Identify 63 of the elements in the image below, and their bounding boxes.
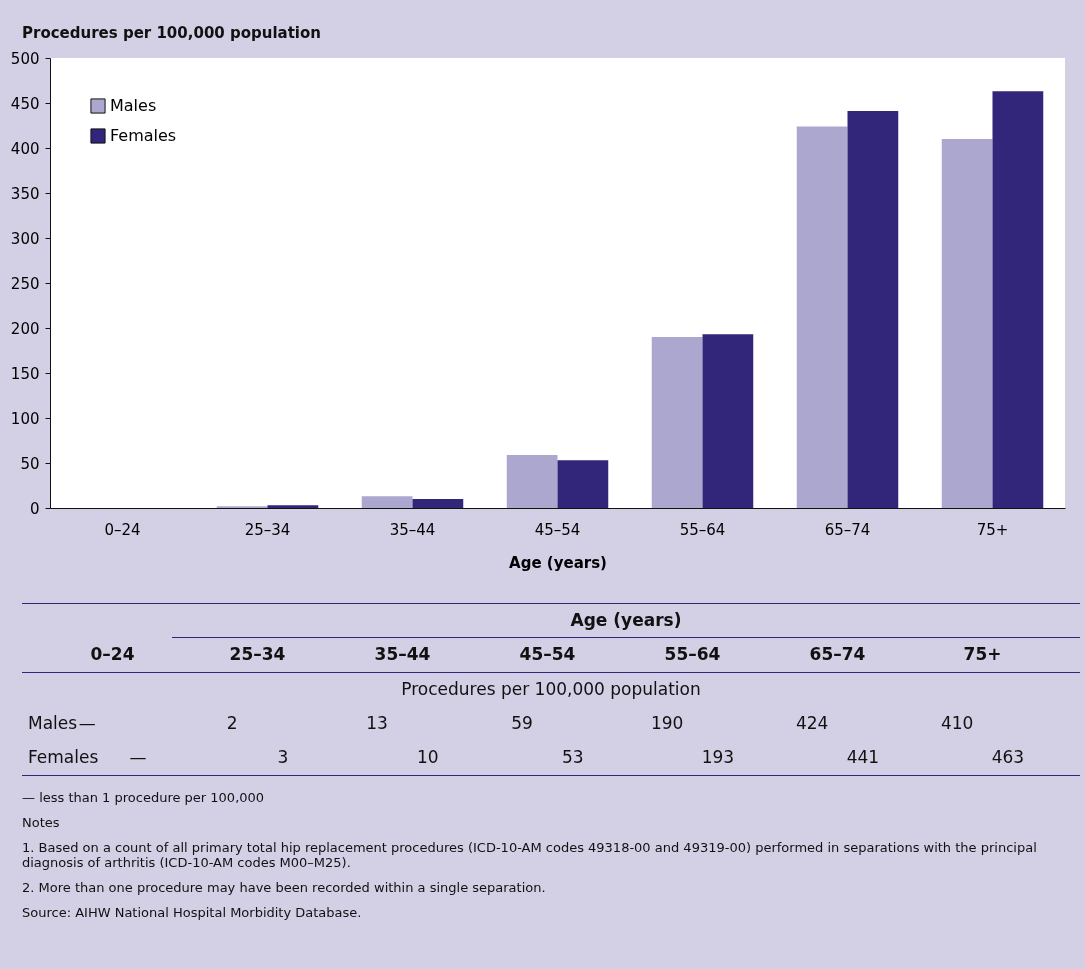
bar (267, 505, 319, 508)
bar (557, 460, 609, 508)
bar (847, 111, 899, 508)
bar (361, 496, 413, 508)
source-note: Source: AIHW National Hospital Morbidity Database. (22, 905, 363, 920)
bar (796, 126, 848, 508)
text: Age (years) (570, 610, 682, 630)
data-label: 190 (650, 713, 684, 733)
category-label: 25–34 (229, 644, 286, 664)
y-tick-label: 150 (10, 364, 40, 383)
data-label: — (78, 713, 96, 733)
data-label: 59 (511, 713, 533, 733)
bar (992, 91, 1044, 508)
text: Females (28, 747, 99, 767)
y-tick-label: 300 (10, 229, 40, 248)
bar (941, 139, 993, 508)
y-axis-title: Procedures per 100,000 population (21, 23, 322, 44)
x-tick-label: 45–54 (534, 520, 581, 539)
data-label: 53 (562, 747, 584, 767)
data-label: — (129, 747, 147, 767)
y-tick-label: 400 (10, 139, 40, 158)
x-tick-label: 35–44 (389, 520, 436, 539)
text: 2. More than one procedure may have been recorded within a single separation. (22, 880, 547, 895)
y-tick-label: 350 (10, 184, 40, 203)
data-label: 410 (940, 713, 974, 733)
y-tick-label: 50 (20, 454, 40, 473)
text: Procedures per 100,000 population (401, 679, 701, 699)
legend-label: Females (110, 126, 177, 145)
bar (412, 499, 464, 508)
data-label: 424 (795, 713, 829, 733)
y-tick-label: 0 (29, 499, 40, 518)
bar (702, 334, 754, 508)
x-tick-label: 55–64 (679, 520, 726, 539)
data-label: 2 (226, 713, 238, 733)
category-label: 75+ (963, 644, 1002, 664)
category-label: 45–54 (519, 644, 576, 664)
data-label: 463 (991, 747, 1025, 767)
category-label: 65–74 (809, 644, 866, 664)
bar (506, 454, 558, 508)
bar (651, 337, 703, 508)
x-tick-label: 25–34 (244, 520, 291, 539)
text: Males (28, 713, 78, 733)
category-label: 0–24 (90, 644, 135, 664)
text: Notes (22, 815, 61, 830)
y-tick-label: 500 (10, 49, 40, 68)
y-tick-label: 200 (10, 319, 40, 338)
data-label: 441 (846, 747, 880, 767)
y-tick-label: 100 (10, 409, 40, 428)
text: 1. Based on a count of all primary total hip replacement procedures (ICD-10-AM codes 49318-00 and 49319-00) performed in separations with the principal diagnosis of arthritis (ICD-10-AM codes M00–M25). (22, 840, 1038, 870)
category-label: 35–44 (374, 644, 431, 664)
data-label: 10 (417, 747, 439, 767)
x-tick-label: 75+ (976, 520, 1009, 539)
x-tick-label: 0–24 (104, 520, 141, 539)
x-tick-label: 65–74 (824, 520, 871, 539)
y-tick-label: 250 (10, 274, 40, 293)
data-label: 3 (277, 747, 289, 767)
legend-label: Males (110, 96, 157, 115)
data-label: 13 (366, 713, 388, 733)
text: — less than 1 procedure per 100,000 (22, 790, 266, 805)
y-tick-label: 450 (10, 94, 40, 113)
x-axis-title: Age (years) (509, 553, 607, 572)
category-label: 55–64 (664, 644, 721, 664)
data-label: 193 (701, 747, 735, 767)
